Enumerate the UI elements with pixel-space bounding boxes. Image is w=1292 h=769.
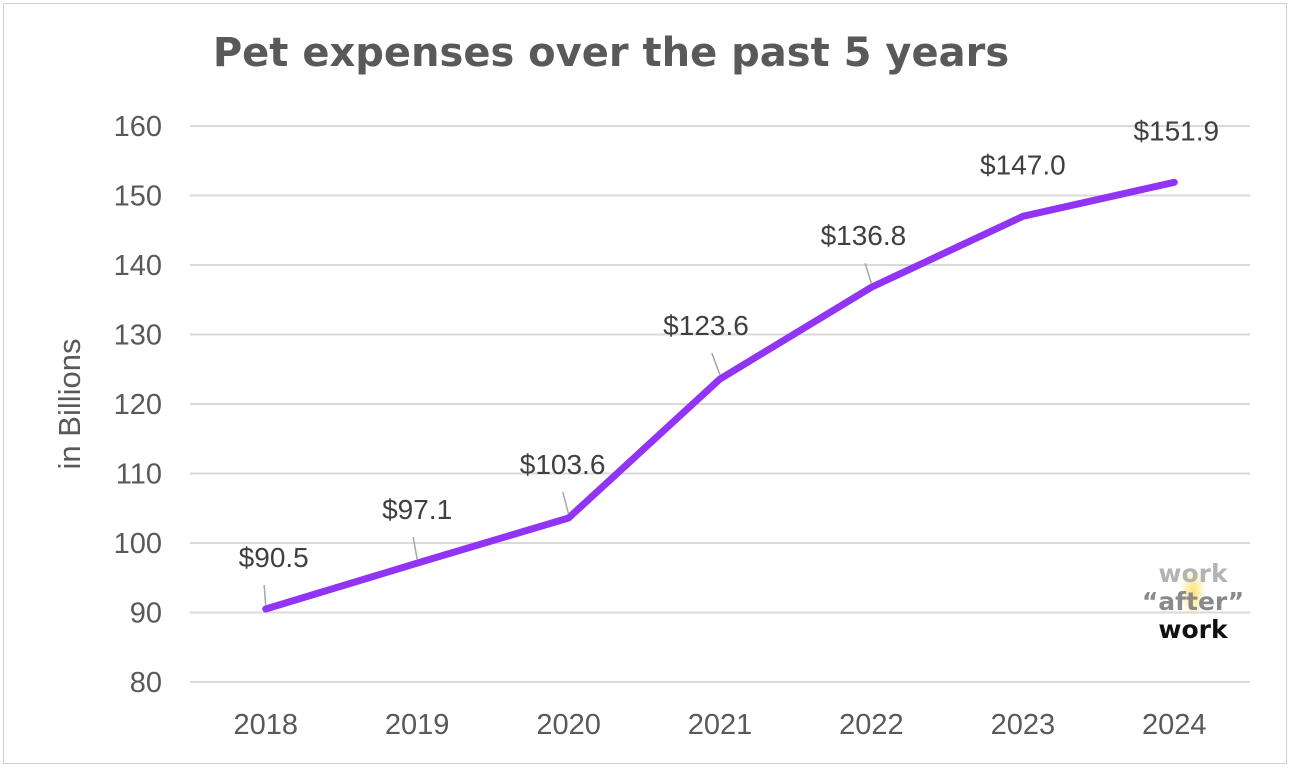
data-label: $123.6 [663, 310, 749, 341]
data-label: $151.9 [1133, 115, 1219, 146]
leader-line [562, 491, 570, 515]
data-label: $147.0 [980, 149, 1066, 180]
y-tick-label: 80 [130, 667, 162, 699]
y-tick-label: 110 [116, 459, 162, 491]
y-tick-label: 130 [114, 320, 162, 352]
y-tick-label: 160 [114, 111, 162, 143]
y-tick-label: 150 [114, 181, 162, 213]
watermark-line-1: work [1158, 559, 1228, 588]
data-label: $90.5 [239, 542, 309, 573]
data-label: $103.6 [520, 449, 606, 480]
series-line [262, 178, 1178, 613]
leader-line [711, 352, 721, 376]
leader-line [864, 263, 873, 284]
y-tick-label: 90 [130, 598, 162, 630]
x-tick-label: 2018 [233, 709, 298, 741]
watermark-line-3: work [1158, 615, 1228, 644]
x-tick-label: 2022 [839, 709, 904, 741]
data-label: $97.1 [382, 494, 452, 525]
y-tick-label: 100 [114, 528, 162, 560]
x-tick-label: 2024 [1142, 709, 1207, 741]
watermark-logo: work “after” work [1128, 560, 1258, 644]
y-axis-title: in Billions [52, 339, 87, 470]
leader-line [263, 584, 267, 606]
y-tick-label: 140 [114, 250, 162, 282]
chart-title: Pet expenses over the past 5 years [212, 30, 1010, 76]
x-tick-label: 2019 [385, 709, 450, 741]
y-tick-label: 120 [114, 389, 162, 421]
x-tick-label: 2023 [991, 709, 1056, 741]
x-tick-label: 2020 [536, 709, 601, 741]
x-tick-label: 2021 [688, 709, 753, 741]
watermark-line-2: “after” [1141, 587, 1245, 616]
lightbulb-icon [1180, 566, 1206, 618]
leader-line [412, 537, 418, 560]
chart-frame [3, 3, 1287, 764]
data-label: $136.8 [821, 220, 907, 251]
